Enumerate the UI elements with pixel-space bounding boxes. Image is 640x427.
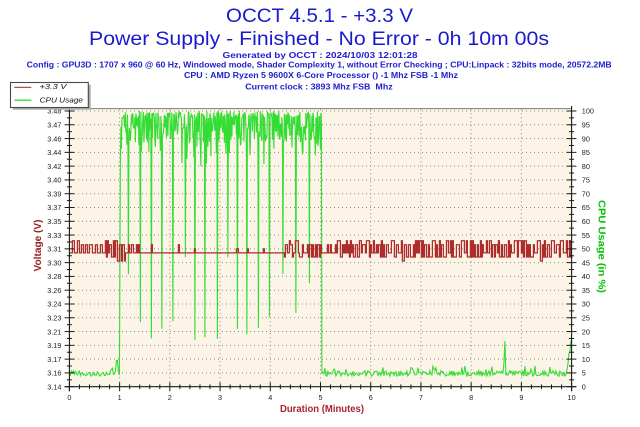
svg-text:3.44: 3.44 — [47, 148, 61, 157]
svg-text:3.37: 3.37 — [47, 203, 61, 212]
svg-text:5: 5 — [318, 393, 322, 402]
svg-text:30: 30 — [582, 300, 590, 309]
svg-text:3.23: 3.23 — [47, 313, 61, 322]
svg-text:6: 6 — [369, 393, 373, 402]
svg-text:3.42: 3.42 — [47, 162, 61, 171]
svg-text:90: 90 — [582, 134, 590, 143]
svg-text:5: 5 — [582, 369, 586, 378]
svg-text:CPU : AMD Ryzen 5 9600X 6-Core: CPU : AMD Ryzen 5 9600X 6-Core Processor… — [184, 70, 458, 80]
svg-text:Voltage (V): Voltage (V) — [33, 220, 44, 272]
svg-text:Generated by OCCT : 2024/10/03: Generated by OCCT : 2024/10/03 12:01:28 — [223, 50, 418, 60]
svg-text:3.30: 3.30 — [47, 258, 61, 267]
svg-text:8: 8 — [469, 393, 473, 402]
svg-text:40: 40 — [582, 272, 590, 281]
svg-text:25: 25 — [582, 313, 590, 322]
svg-text:CPU Usage: CPU Usage — [40, 95, 84, 104]
svg-text:3.39: 3.39 — [47, 189, 61, 198]
svg-text:60: 60 — [582, 217, 590, 226]
svg-text:3.26: 3.26 — [47, 286, 61, 295]
svg-text:55: 55 — [582, 231, 590, 240]
svg-text:3.48: 3.48 — [47, 107, 61, 116]
svg-text:2: 2 — [168, 393, 172, 402]
svg-text:3.28: 3.28 — [47, 272, 61, 281]
svg-text:75: 75 — [582, 176, 590, 185]
svg-text:3.46: 3.46 — [47, 134, 61, 143]
svg-text:15: 15 — [582, 341, 590, 350]
svg-text:Power Supply - Finished - No E: Power Supply - Finished - No Error - 0h … — [89, 29, 549, 50]
svg-text:3.24: 3.24 — [47, 300, 61, 309]
svg-text:50: 50 — [582, 245, 590, 254]
svg-text:7: 7 — [419, 393, 423, 402]
svg-text:0: 0 — [67, 393, 71, 402]
svg-text:3.31: 3.31 — [47, 245, 61, 254]
svg-text:95: 95 — [582, 120, 590, 129]
svg-text:Duration (Minutes): Duration (Minutes) — [280, 404, 364, 415]
svg-text:9: 9 — [519, 393, 523, 402]
svg-text:20: 20 — [582, 327, 590, 336]
svg-text:10: 10 — [568, 393, 576, 402]
svg-text:3.47: 3.47 — [47, 120, 61, 129]
svg-text:0: 0 — [582, 382, 586, 391]
svg-text:85: 85 — [582, 148, 590, 157]
svg-text:4: 4 — [268, 393, 272, 402]
svg-text:1: 1 — [118, 393, 122, 402]
svg-text:3: 3 — [218, 393, 222, 402]
svg-text:CPU Usage (in %): CPU Usage (in %) — [595, 200, 606, 293]
svg-text:65: 65 — [582, 203, 590, 212]
svg-text:3.35: 3.35 — [47, 217, 61, 226]
svg-text:3.19: 3.19 — [47, 341, 61, 350]
svg-text:70: 70 — [582, 189, 590, 198]
svg-text:OCCT 4.5.1 - +3.3 V: OCCT 4.5.1 - +3.3 V — [226, 6, 413, 27]
svg-text:3.40: 3.40 — [47, 176, 61, 185]
svg-text:3.17: 3.17 — [47, 355, 61, 364]
svg-text:45: 45 — [582, 258, 590, 267]
svg-text:+3.3 V: +3.3 V — [40, 82, 68, 91]
svg-text:Current clock : 3893 Mhz FSB: Current clock : 3893 Mhz FSB Mhz — [245, 81, 393, 91]
svg-text:3.14: 3.14 — [47, 382, 61, 391]
svg-text:3.33: 3.33 — [47, 231, 61, 240]
svg-text:3.21: 3.21 — [47, 327, 61, 336]
svg-text:3.16: 3.16 — [47, 369, 61, 378]
svg-text:80: 80 — [582, 162, 590, 171]
svg-text:Config : GPU3D : 1707 x 960 @: Config : GPU3D : 1707 x 960 @ 60 Hz, Win… — [27, 60, 612, 70]
svg-text:10: 10 — [582, 355, 590, 364]
svg-text:100: 100 — [582, 107, 594, 116]
svg-text:35: 35 — [582, 286, 590, 295]
